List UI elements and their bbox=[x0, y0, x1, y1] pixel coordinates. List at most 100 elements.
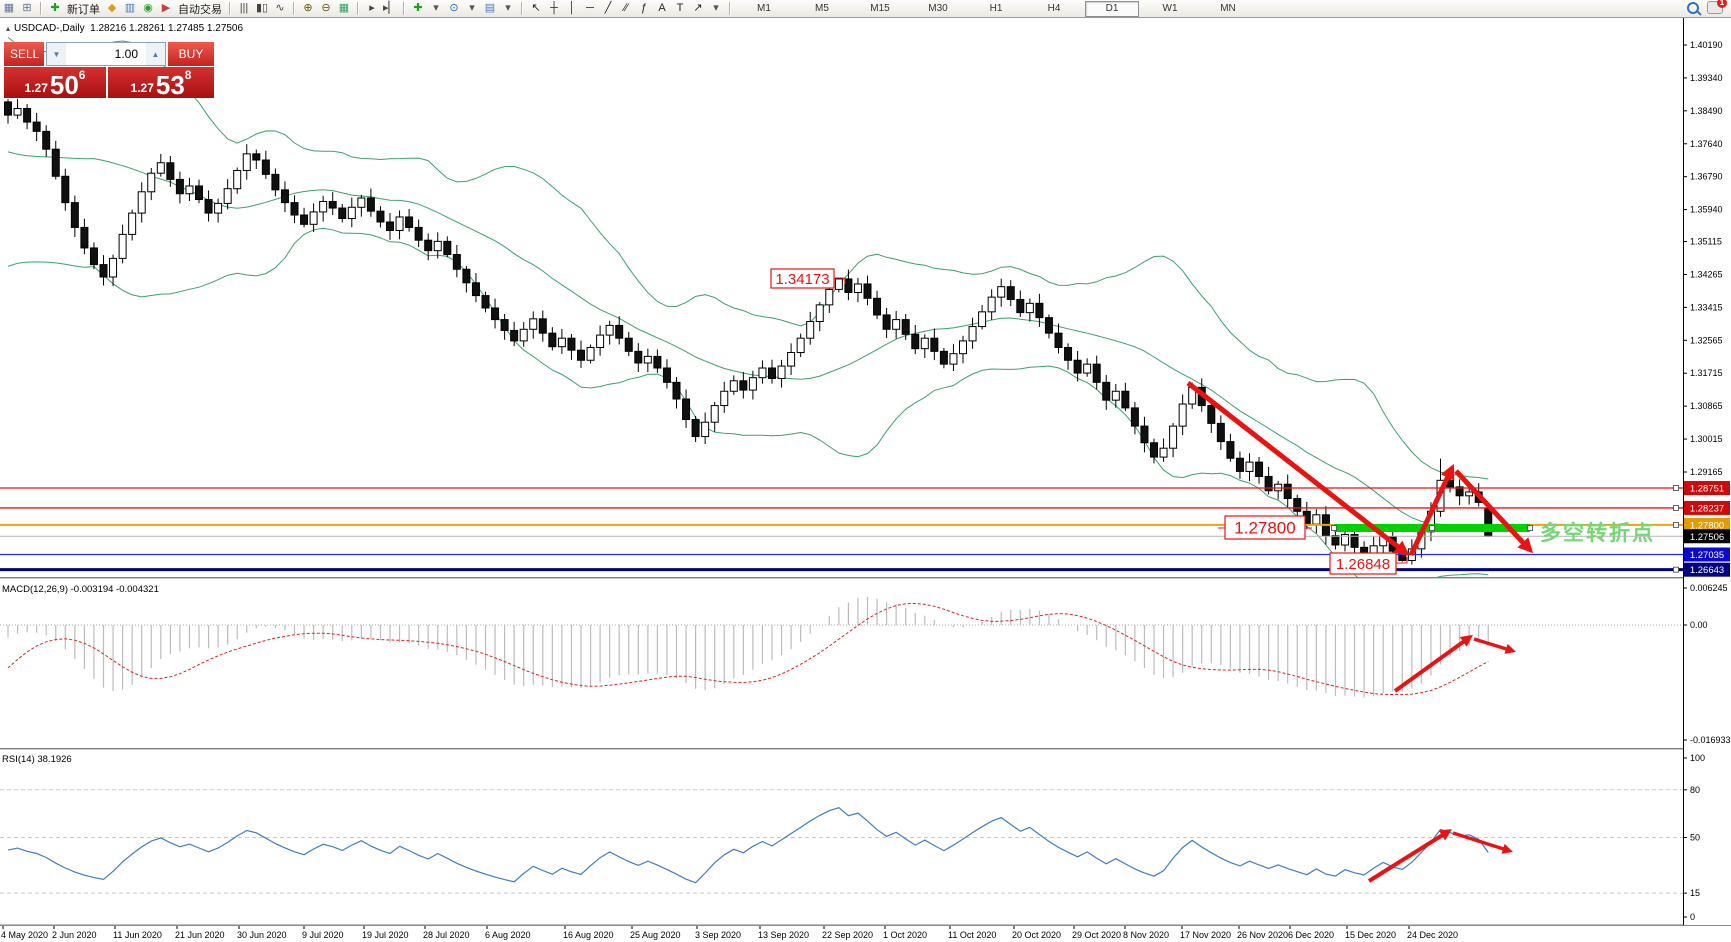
vline-icon[interactable]: │ bbox=[568, 2, 576, 14]
tile-windows-icon[interactable]: ▦ bbox=[338, 2, 350, 14]
sell-price-tile[interactable]: 1.27 50 6 bbox=[4, 67, 106, 98]
trend-arrow[interactable] bbox=[1454, 469, 1534, 554]
candle-body bbox=[166, 162, 175, 180]
object-handle[interactable] bbox=[1527, 525, 1533, 531]
autotrade-icon[interactable]: ▶ bbox=[161, 2, 171, 14]
time-tick-label: 16 Aug 2020 bbox=[563, 930, 614, 940]
volume-decrease-button[interactable]: ▼ bbox=[47, 43, 66, 65]
template-icon[interactable]: ▤ bbox=[484, 2, 496, 14]
volume-increase-button[interactable]: ▲ bbox=[146, 43, 165, 65]
timeframe-w1[interactable]: W1 bbox=[1162, 2, 1178, 14]
candle-body bbox=[319, 200, 328, 213]
candle-body bbox=[433, 240, 442, 252]
chart-window-title: ▴ USDCAD-,Daily 1.28216 1.28261 1.27485 1… bbox=[6, 23, 243, 34]
zoom-window-icon[interactable]: ⊞ bbox=[22, 2, 32, 14]
bar-chart-icon[interactable]: ||| bbox=[239, 2, 249, 14]
add-indicator-icon[interactable]: ✚ bbox=[413, 2, 423, 14]
candle-body bbox=[806, 321, 815, 339]
candle-body bbox=[271, 173, 280, 191]
object-handle[interactable] bbox=[1673, 485, 1679, 491]
object-handle[interactable] bbox=[1429, 525, 1435, 531]
candle-body bbox=[32, 121, 41, 132]
candle-body bbox=[223, 188, 232, 204]
caret-down-icon[interactable]: ▾ bbox=[505, 2, 511, 14]
candle-body bbox=[519, 328, 528, 342]
trend-arrow[interactable] bbox=[1408, 463, 1455, 557]
candle-body bbox=[1264, 475, 1273, 492]
candle-body bbox=[137, 191, 146, 214]
trend-arrow[interactable] bbox=[1473, 637, 1517, 654]
caret-down-icon[interactable]: ▾ bbox=[433, 2, 439, 14]
search-icon[interactable] bbox=[1687, 1, 1699, 14]
zoom-out-icon[interactable]: ⊖ bbox=[321, 2, 331, 14]
candle-body bbox=[710, 405, 719, 423]
line-chart-icon[interactable]: ∿ bbox=[275, 2, 285, 14]
timeframe-mn[interactable]: MN bbox=[1220, 2, 1236, 14]
price-badge-text: 1.28237 bbox=[1690, 503, 1724, 514]
channel-icon[interactable]: ∕∕ bbox=[624, 2, 628, 14]
volume-value[interactable]: 1.00 bbox=[114, 47, 138, 61]
price-callout[interactable]: 1.26848 bbox=[1329, 552, 1408, 575]
time-tick-label: 13 Sep 2020 bbox=[758, 930, 809, 940]
trend-arrow[interactable] bbox=[1367, 829, 1453, 883]
candle-body bbox=[357, 197, 366, 208]
candle-body bbox=[1016, 298, 1025, 314]
publish-chart-icon[interactable]: ▥ bbox=[124, 2, 136, 14]
text-label-icon[interactable]: T bbox=[676, 2, 684, 14]
trend-arrow[interactable] bbox=[1393, 634, 1473, 693]
caret-down-icon[interactable]: ▾ bbox=[713, 2, 719, 14]
candle-body bbox=[567, 337, 576, 351]
caret-down-icon[interactable]: ▾ bbox=[469, 2, 475, 14]
candle-body bbox=[853, 283, 862, 293]
price-callout[interactable]: 1.27800 bbox=[1218, 515, 1312, 540]
trend-arrow[interactable] bbox=[1452, 831, 1514, 854]
time-tick-label: 20 Oct 2020 bbox=[1012, 930, 1061, 940]
object-handle[interactable] bbox=[1673, 566, 1679, 573]
scale-tick-label: 1.37640 bbox=[1690, 139, 1723, 149]
periods-icon[interactable]: ⊙ bbox=[449, 2, 459, 14]
candle-body bbox=[61, 175, 70, 204]
candle-body bbox=[557, 337, 566, 348]
new-order-icon[interactable]: ✚ bbox=[50, 2, 60, 14]
notifications-icon[interactable]: 1 bbox=[1707, 0, 1727, 14]
object-handle[interactable] bbox=[1673, 505, 1679, 511]
candle-body bbox=[175, 178, 184, 195]
time-tick-label: 9 Jul 2020 bbox=[302, 930, 344, 940]
sell-button[interactable]: SELL bbox=[4, 42, 44, 66]
object-handle[interactable] bbox=[1673, 521, 1679, 528]
crosshair-icon[interactable]: ┼ bbox=[550, 2, 558, 14]
fibonacci-icon[interactable]: ƒ bbox=[640, 2, 648, 14]
text-icon[interactable]: A bbox=[658, 2, 666, 14]
signals-icon[interactable]: ◉ bbox=[143, 2, 153, 14]
arrows-icon[interactable]: ↗ bbox=[693, 2, 703, 14]
candle-body bbox=[863, 283, 872, 299]
timeframe-m5[interactable]: M5 bbox=[815, 2, 829, 14]
timeframe-m15[interactable]: M15 bbox=[870, 2, 890, 14]
timeframe-d1[interactable]: D1 bbox=[1085, 0, 1139, 17]
candle-body bbox=[1331, 535, 1340, 546]
price-badge-text: 1.27800 bbox=[1690, 520, 1724, 531]
cursor-icon[interactable]: ↖ bbox=[531, 2, 541, 14]
object-handle[interactable] bbox=[1331, 525, 1337, 531]
price-callout[interactable]: 1.34173 bbox=[770, 268, 846, 289]
autoscroll-icon[interactable]: ▸ bbox=[369, 2, 375, 14]
timeframe-h4[interactable]: H4 bbox=[1047, 2, 1061, 14]
zoom-in-icon[interactable]: ⊕ bbox=[303, 2, 313, 14]
candlestick-icon[interactable]: ▮▯ bbox=[255, 2, 269, 14]
timeframe-m30[interactable]: M30 bbox=[928, 2, 948, 14]
eraser-icon[interactable]: ◆ bbox=[107, 2, 117, 14]
candle-body bbox=[1006, 286, 1015, 300]
timeframe-m1[interactable]: M1 bbox=[757, 2, 771, 14]
candle-body bbox=[825, 288, 834, 306]
hline-icon[interactable]: ─ bbox=[586, 2, 594, 14]
chart-window-icon[interactable]: ▦ bbox=[3, 2, 15, 14]
buy-price-tile[interactable]: 1.27 53 8 bbox=[108, 67, 214, 98]
timeframe-h1[interactable]: H1 bbox=[989, 2, 1003, 14]
toolbar-separator bbox=[521, 2, 523, 15]
trend-arrow[interactable] bbox=[1186, 381, 1410, 556]
chart-shift-icon[interactable]: ▸▏ bbox=[383, 2, 397, 14]
candle-body bbox=[949, 353, 958, 365]
trendline-icon[interactable]: ╱ bbox=[604, 2, 612, 14]
candle-body bbox=[242, 153, 251, 171]
buy-button[interactable]: BUY bbox=[168, 42, 214, 66]
